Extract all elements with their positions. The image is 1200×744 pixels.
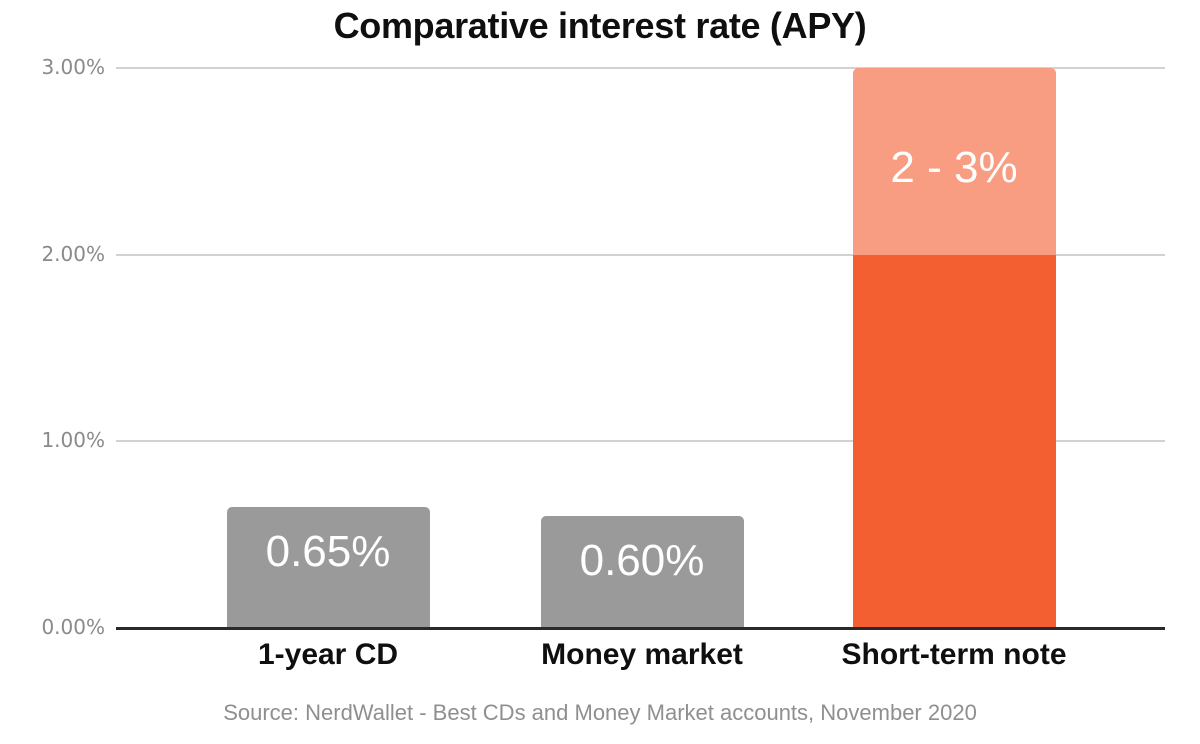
bar-segment-short-term-note [852, 68, 1056, 255]
y-axis-tick-label: 0.00% [41, 615, 105, 639]
gridline [116, 67, 1165, 69]
bar-segment-money-market [540, 516, 744, 628]
bar-value-label-1-year-cd: 0.65% [265, 526, 391, 576]
bar-value-label-short-term-note: 2 - 3% [890, 143, 1018, 193]
y-axis-tick-label: 1.00% [41, 428, 105, 453]
category-label-1-year-cd: 1-year CD [257, 638, 399, 671]
y-axis-tick-label: 3.00% [41, 55, 105, 79]
category-label-money-market: Money market [541, 638, 743, 671]
gridline [116, 253, 1165, 256]
bar-segment-1-year-cd [226, 506, 430, 628]
bar-value-label-money-market: 0.60% [579, 536, 705, 585]
category-label-short-term-note: Short-term note [841, 638, 1067, 671]
chart-title: Comparative interest rate (APY) [333, 5, 867, 46]
y-axis-tick-label: 2.00% [41, 241, 105, 266]
x-axis-line [116, 627, 1165, 630]
bar-segment-short-term-note [852, 254, 1056, 628]
source-caption: Source: NerdWallet - Best CDs and Money … [223, 700, 977, 725]
gridline [116, 440, 1165, 443]
